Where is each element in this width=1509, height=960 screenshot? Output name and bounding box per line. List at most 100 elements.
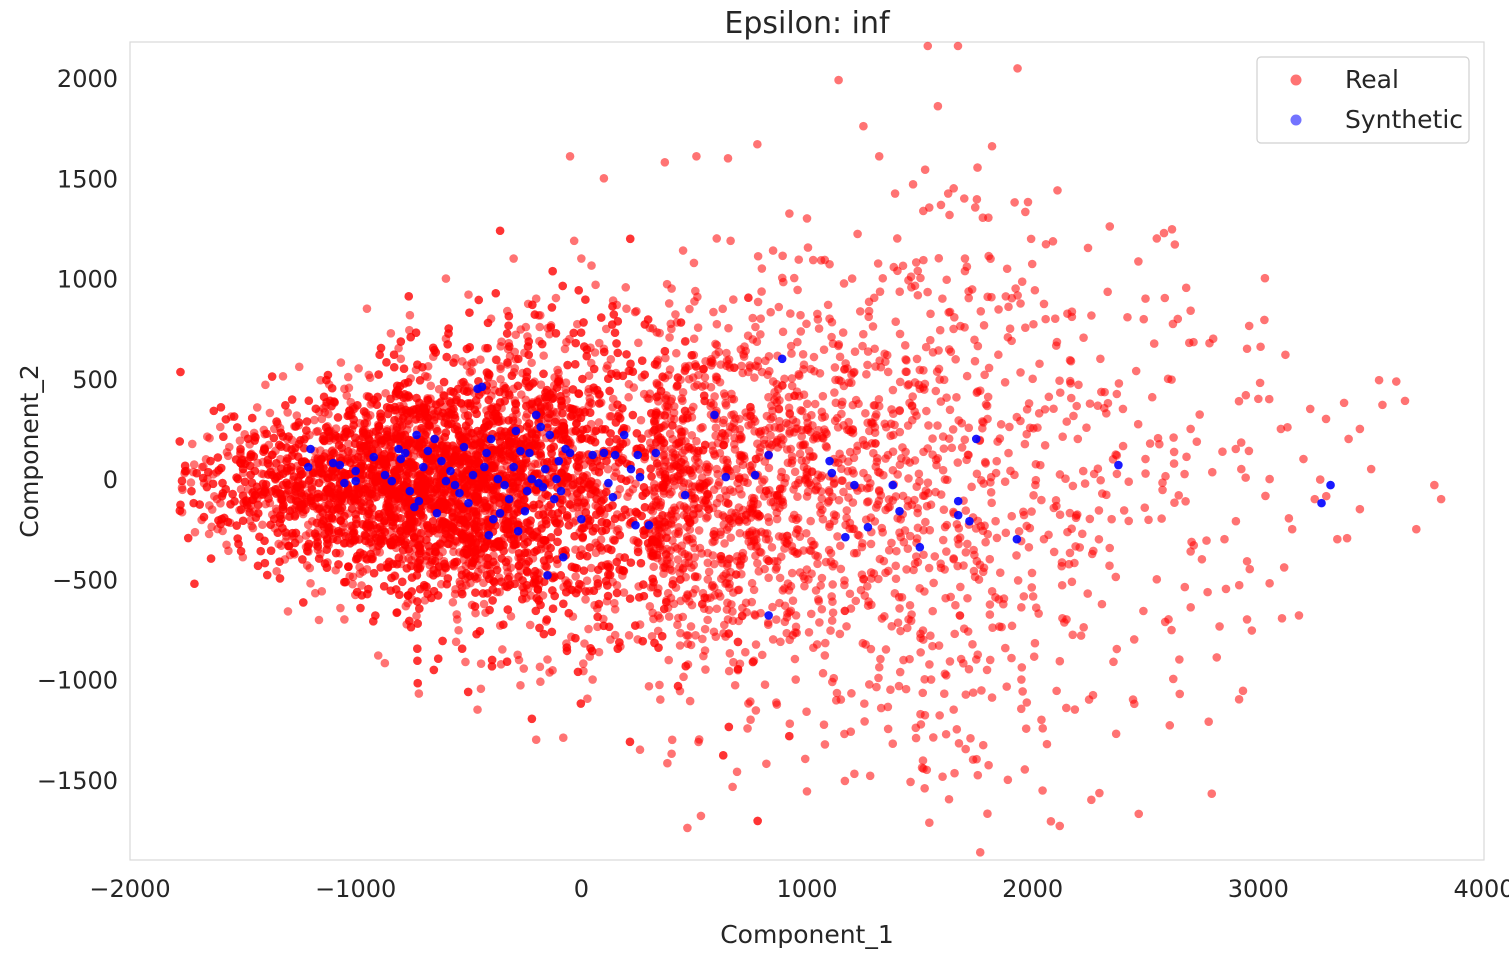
real-point [519,533,529,543]
real-point [589,586,599,596]
real-point [352,587,362,597]
real-point [606,354,616,364]
real-point [449,547,458,557]
real-point [390,415,399,425]
real-point [278,372,288,381]
real-point [383,562,393,572]
real-point [272,417,281,426]
real-point [331,548,341,558]
real-point [198,473,208,483]
real-point [558,281,567,291]
real-point [625,594,635,603]
real-point [456,398,466,408]
real-point [521,322,531,332]
real-point [262,570,272,580]
real-point [492,355,501,365]
real-point [412,611,421,621]
real-point [531,578,541,588]
real-point [579,659,588,668]
real-point [214,466,224,475]
real-point [313,542,323,551]
real-point [524,382,533,392]
real-point [615,443,625,452]
real-point [471,608,480,618]
real-point [561,385,571,395]
real-point [566,500,575,510]
real-point [586,435,596,445]
real-point [530,459,540,469]
real-point [415,584,425,594]
real-point [323,473,333,483]
real-point [236,444,245,454]
real-point [504,416,513,425]
real-point [624,392,633,402]
real-point [399,393,408,402]
real-point [376,343,386,353]
real-point [428,343,438,353]
real-point [527,714,537,724]
real-point [577,524,587,533]
real-point [518,463,527,473]
real-point [522,566,532,576]
real-point [576,699,586,708]
real-point [369,568,379,578]
real-point [496,492,505,502]
real-point [202,432,212,441]
real-point [367,554,376,564]
real-point [638,580,648,589]
real-point [648,574,657,584]
real-point [207,505,217,514]
real-point [459,377,468,387]
real-point [204,529,214,539]
real-point [504,311,514,321]
real-point [595,399,604,408]
real-point [388,521,398,530]
real-point [324,522,334,532]
real-point [553,527,563,537]
real-point [415,375,425,385]
real-point [390,513,400,522]
real-point [356,603,365,613]
real-point [537,524,546,533]
real-point [267,372,277,381]
real-point [634,338,643,348]
real-point [591,280,600,290]
real-point [284,432,293,441]
real-point [546,444,556,453]
real-point [300,435,309,444]
real-point [569,405,578,414]
real-point [612,588,622,598]
real-point [599,621,609,631]
real-point [562,643,572,652]
real-point [573,498,583,507]
real-point [232,521,241,530]
real-point [374,509,384,519]
real-point [389,362,399,372]
real-point [439,377,449,387]
real-point [346,397,356,407]
real-point [364,392,374,402]
real-point [539,351,548,360]
real-point [558,408,567,418]
real-point [311,404,321,414]
real-point [596,313,606,322]
real-point [255,532,264,542]
real-point [296,488,306,498]
real-point [537,339,547,349]
real-point [476,355,485,364]
real-point [630,307,640,317]
real-point [310,415,319,425]
real-point [175,437,185,446]
real-point [431,542,441,552]
real-point [274,539,283,549]
real-point [582,576,592,586]
real-point [462,344,472,354]
real-point [375,425,384,435]
real-point [364,584,373,594]
real-point [472,409,481,419]
real-point [256,546,266,556]
real-point [187,439,197,449]
real-point [583,694,592,704]
real-point [411,440,421,449]
real-point [559,599,568,609]
